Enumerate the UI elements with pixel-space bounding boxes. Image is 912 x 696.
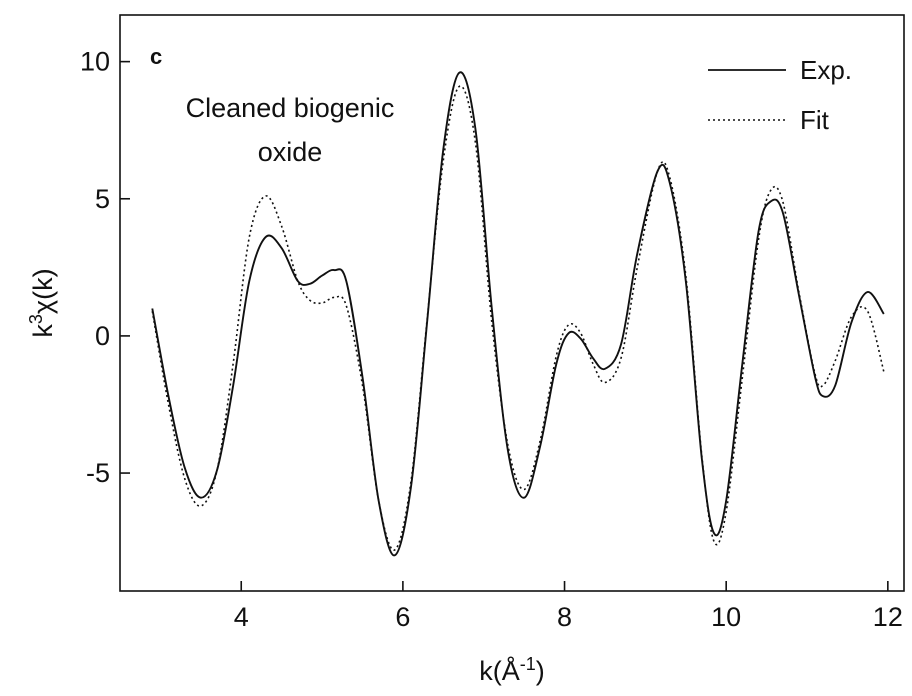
panel-label: c (150, 44, 162, 69)
x-tick-label: 12 (873, 602, 903, 632)
x-tick-label: 10 (711, 602, 741, 632)
x-tick-label: 8 (557, 602, 572, 632)
annotation-line-1: Cleaned biogenic (186, 93, 395, 123)
x-ticks: 4 6 8 10 12 (234, 581, 903, 632)
y-tick-label: 5 (95, 184, 110, 214)
series-line-fit (151, 85, 885, 551)
y-axis-title: k3χ(k) (26, 268, 58, 337)
y-tick-label: -5 (86, 458, 110, 488)
y-axis-title-main: k (28, 324, 58, 338)
legend-label-exp: Exp. (800, 55, 852, 85)
y-ticks: -5 0 5 10 (80, 47, 130, 488)
legend: Exp. Fit (708, 55, 852, 135)
x-tick-label: 4 (234, 602, 249, 632)
x-tick-label: 6 (395, 602, 410, 632)
x-axis-title-end: ) (536, 656, 545, 686)
x-axis-title-main: k(Å (479, 655, 520, 686)
annotation-line-2: oxide (258, 137, 323, 167)
y-tick-label: 0 (95, 321, 110, 351)
plot-frame (119, 14, 905, 592)
series-line-exp (151, 71, 885, 557)
series-layer (151, 71, 885, 557)
x-axis-title: k(Å-1) (479, 654, 545, 686)
x-axis-title-sup: -1 (520, 654, 536, 674)
y-tick-label: 10 (80, 47, 110, 77)
y-axis-title-end: χ(k) (28, 268, 58, 314)
legend-label-fit: Fit (800, 105, 830, 135)
y-axis-title-sup: 3 (26, 314, 46, 324)
